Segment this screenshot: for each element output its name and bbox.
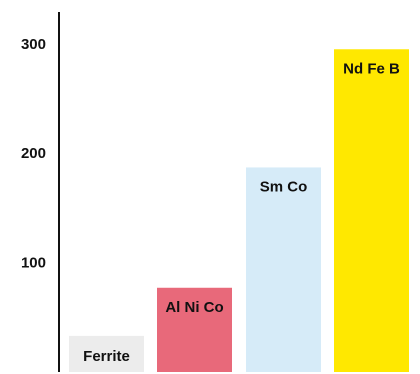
bar-labels-group: Ferrite Al Ni Co Sm Co Nd Fe B — [83, 60, 400, 365]
y-tick-label: 300 — [21, 36, 46, 53]
bar-nd-fe-b — [334, 49, 409, 373]
y-tick-label: 100 — [21, 255, 46, 272]
bar-al-ni-co — [157, 287, 232, 372]
bar-label-ferrite: Ferrite — [83, 348, 130, 365]
bar-label-al-ni-co: Al Ni Co — [165, 299, 223, 316]
bar-sm-co — [246, 167, 321, 372]
bar-ferrite — [69, 335, 144, 372]
bar-label-sm-co: Sm Co — [260, 178, 308, 195]
y-tick-labels-group: 100 200 300 — [21, 36, 46, 272]
bar-label-nd-fe-b: Nd Fe B — [343, 60, 400, 77]
y-tick-label: 200 — [21, 145, 46, 162]
bars-group — [69, 49, 409, 373]
